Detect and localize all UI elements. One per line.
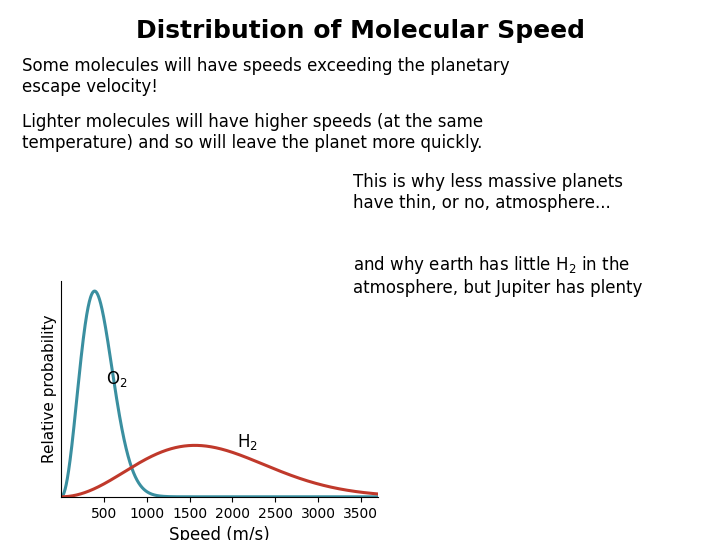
Y-axis label: Relative probability: Relative probability	[42, 314, 57, 463]
Text: Lighter molecules will have higher speeds (at the same
temperature) and so will : Lighter molecules will have higher speed…	[22, 113, 482, 152]
Text: H$_2$: H$_2$	[237, 432, 258, 452]
Text: This is why less massive planets
have thin, or no, atmosphere...: This is why less massive planets have th…	[353, 173, 623, 212]
Text: Some molecules will have speeds exceeding the planetary
escape velocity!: Some molecules will have speeds exceedin…	[22, 57, 509, 96]
Text: Distribution of Molecular Speed: Distribution of Molecular Speed	[135, 19, 585, 43]
X-axis label: Speed (m/s): Speed (m/s)	[169, 526, 270, 540]
Text: O$_2$: O$_2$	[106, 369, 127, 389]
Text: and why earth has little H$_2$ in the
atmosphere, but Jupiter has plenty: and why earth has little H$_2$ in the at…	[353, 254, 642, 296]
